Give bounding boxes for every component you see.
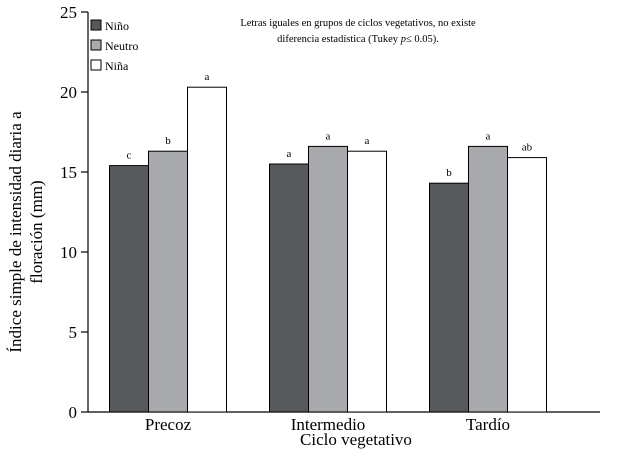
bar-2-0 — [187, 86, 227, 413]
y-tick-label: 20 — [60, 83, 77, 102]
y-tick-label: 15 — [60, 163, 77, 182]
y-tick-label: 5 — [69, 323, 78, 342]
x-axis-title: Ciclo vegetativo — [300, 430, 412, 449]
x-category-label: Tardío — [466, 415, 510, 434]
bar-0-1 — [269, 163, 309, 413]
bar-2-1 — [347, 150, 387, 413]
note-p-italic: p — [400, 34, 406, 45]
note-suffix: ≤ 0.05). — [406, 34, 439, 45]
significance-note-line2: diferencia estadística (Tukey p≤ 0.05). — [277, 34, 439, 45]
bar-letter: ab — [522, 142, 533, 154]
bar-letter: a — [486, 130, 491, 142]
legend-label-nina: Niña — [105, 59, 129, 73]
bar-letter: a — [287, 148, 292, 160]
y-tick-label: 0 — [69, 403, 78, 422]
bar-1-0 — [148, 150, 188, 413]
y-tick-label: 25 — [60, 3, 77, 22]
significance-note-line1: Letras iguales en grupos de ciclos veget… — [240, 18, 476, 29]
bar-letter: a — [205, 71, 210, 83]
plot-area: 0 5 10 15 20 25 c b a Precoz a a a Intermedio b a ab Tard… — [60, 3, 600, 434]
bar-letter: b — [446, 167, 452, 179]
legend-swatch-nina — [90, 59, 102, 71]
bar-0-0 — [109, 165, 149, 413]
bar-letter: c — [127, 150, 132, 162]
x-category-label: Precoz — [145, 415, 192, 434]
bar-0-2 — [429, 182, 469, 413]
bar-1-1 — [308, 145, 348, 413]
y-axis-title-line1: Índice simple de intensidad diaria a — [6, 111, 25, 353]
note-prefix: diferencia estadística (Tukey — [277, 34, 401, 45]
bar-letter: a — [326, 130, 331, 142]
bar-letter: a — [365, 135, 370, 147]
legend-label-neutro: Neutro — [105, 39, 138, 53]
legend-swatch-neutro — [90, 39, 102, 51]
bar-letter: b — [165, 135, 171, 147]
legend-label-nino: Niño — [105, 19, 129, 33]
y-axis-title-line2: floración (mm) — [27, 180, 46, 283]
legend: Niño Neutro Niña — [90, 19, 138, 73]
bar-1-2 — [468, 145, 508, 413]
y-tick-label: 10 — [60, 243, 77, 262]
legend-swatch-nino — [90, 19, 102, 31]
bar-2-2 — [507, 157, 547, 413]
x-category-label: Intermedio — [291, 415, 366, 434]
